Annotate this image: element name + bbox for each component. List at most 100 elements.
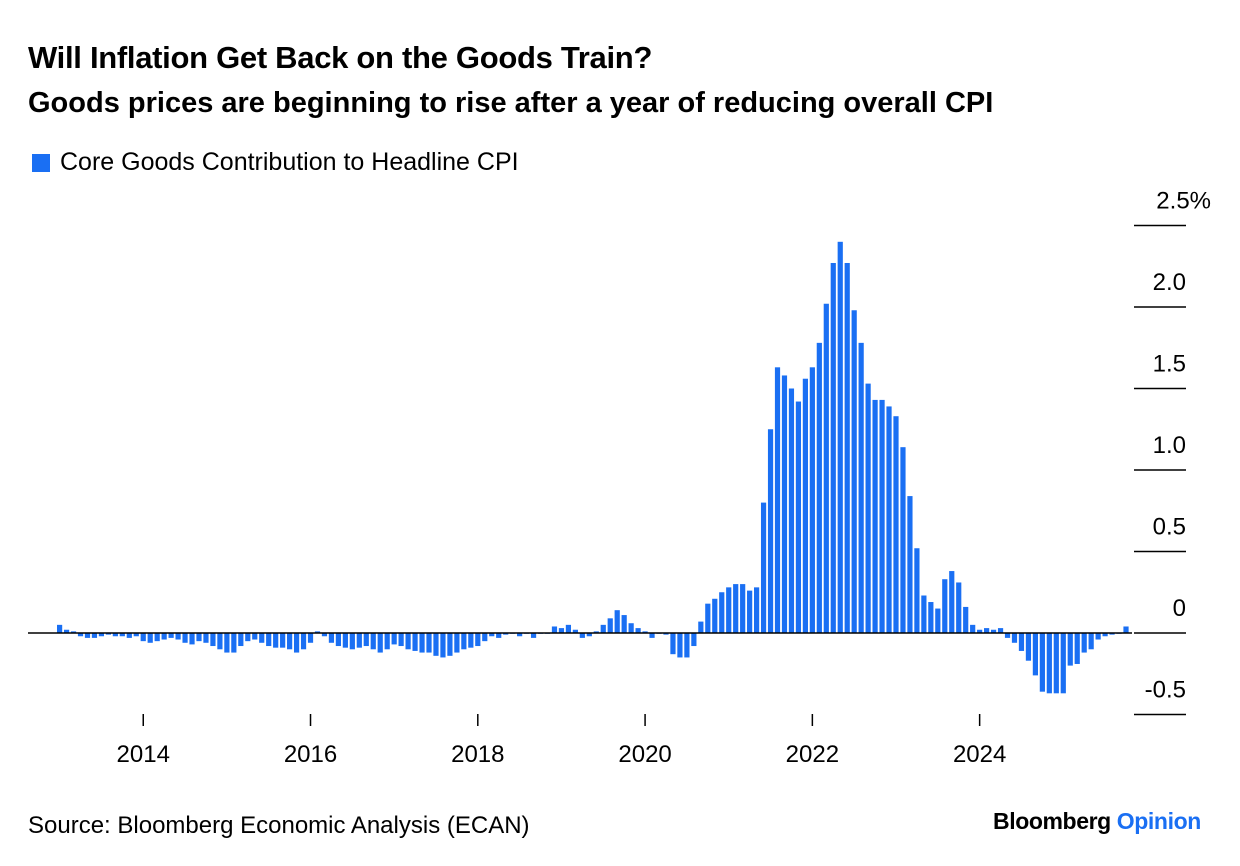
x-tick-label: 2018 bbox=[451, 741, 504, 768]
bar bbox=[921, 595, 927, 633]
x-tick-label: 2022 bbox=[786, 741, 839, 768]
bar bbox=[802, 378, 808, 633]
bar bbox=[391, 633, 397, 645]
bar bbox=[1053, 633, 1059, 694]
bar bbox=[558, 628, 565, 633]
bloomberg-opinion-logo: Bloomberg Opinion bbox=[993, 808, 1201, 835]
bar bbox=[335, 633, 341, 647]
bar bbox=[133, 633, 139, 637]
bar bbox=[419, 633, 425, 653]
bar bbox=[879, 399, 885, 633]
bar bbox=[691, 633, 697, 647]
bar bbox=[788, 388, 795, 633]
bar bbox=[642, 631, 648, 633]
bar bbox=[349, 633, 355, 650]
bar bbox=[182, 633, 188, 643]
bar bbox=[593, 631, 599, 633]
bar bbox=[698, 621, 704, 633]
bar bbox=[677, 633, 683, 658]
bar bbox=[1081, 633, 1087, 653]
bar bbox=[433, 633, 439, 656]
bar bbox=[224, 633, 230, 653]
legend-swatch bbox=[32, 153, 50, 172]
bar bbox=[774, 367, 781, 633]
bar bbox=[280, 633, 286, 648]
y-tick-label: 0 bbox=[1173, 595, 1186, 622]
bar bbox=[238, 633, 244, 647]
bar bbox=[273, 633, 279, 648]
bar bbox=[84, 633, 91, 638]
bar bbox=[210, 633, 216, 647]
bar bbox=[440, 633, 446, 658]
bar bbox=[747, 590, 753, 633]
bar bbox=[363, 633, 369, 647]
bar bbox=[307, 633, 314, 643]
bar bbox=[203, 633, 209, 643]
bar bbox=[872, 399, 878, 633]
bar bbox=[1109, 633, 1115, 635]
bar bbox=[300, 633, 307, 650]
chart-subtitle: Goods prices are beginning to rise after… bbox=[28, 87, 994, 119]
bar bbox=[1074, 633, 1080, 664]
bar bbox=[600, 624, 606, 633]
logo-brand: Bloomberg bbox=[993, 808, 1111, 834]
bar bbox=[119, 633, 125, 637]
bar bbox=[530, 633, 537, 638]
bar bbox=[196, 633, 202, 642]
bar bbox=[886, 406, 892, 633]
bar bbox=[984, 628, 990, 633]
bar bbox=[70, 631, 77, 633]
chart-title: Will Inflation Get Back on the Goods Tra… bbox=[28, 40, 653, 75]
bar bbox=[175, 633, 181, 640]
bar bbox=[105, 633, 111, 635]
bar bbox=[551, 626, 558, 633]
bar bbox=[928, 602, 934, 633]
bar bbox=[314, 631, 321, 633]
bar bbox=[245, 633, 251, 642]
bar bbox=[140, 633, 146, 642]
bar bbox=[726, 587, 732, 633]
bar bbox=[412, 633, 418, 651]
bar bbox=[837, 241, 843, 634]
bar bbox=[426, 633, 432, 653]
bar bbox=[670, 633, 676, 655]
bar bbox=[572, 629, 578, 633]
bar bbox=[990, 629, 997, 633]
bar bbox=[398, 633, 404, 647]
bar bbox=[287, 633, 293, 650]
bar bbox=[1123, 626, 1129, 633]
bar bbox=[823, 303, 829, 633]
y-tick-label: -0.5 bbox=[1145, 677, 1186, 704]
bar bbox=[98, 633, 105, 637]
bar bbox=[252, 633, 258, 640]
bar bbox=[503, 633, 509, 635]
bar bbox=[893, 416, 899, 633]
bar bbox=[356, 633, 362, 648]
bar bbox=[914, 548, 920, 633]
bar bbox=[900, 447, 906, 633]
bar bbox=[907, 496, 913, 633]
bar bbox=[461, 633, 467, 650]
bar bbox=[1102, 633, 1108, 637]
bar bbox=[475, 633, 481, 647]
bar bbox=[816, 342, 822, 633]
bar bbox=[586, 633, 592, 637]
bar bbox=[635, 628, 641, 633]
bar bbox=[851, 310, 857, 633]
bar bbox=[259, 633, 265, 643]
bar bbox=[1046, 633, 1052, 694]
bar bbox=[384, 633, 390, 650]
bar bbox=[705, 603, 711, 633]
bar bbox=[112, 633, 118, 637]
bar bbox=[1004, 633, 1011, 638]
bar bbox=[1039, 633, 1045, 692]
bar bbox=[844, 262, 850, 633]
bar bbox=[377, 633, 383, 653]
y-tick-label: 2.0 bbox=[1153, 269, 1186, 296]
bar bbox=[266, 633, 272, 647]
bar bbox=[565, 624, 572, 633]
bar bbox=[447, 633, 453, 656]
bar bbox=[168, 633, 174, 638]
bar bbox=[949, 571, 955, 633]
bar bbox=[126, 633, 132, 638]
